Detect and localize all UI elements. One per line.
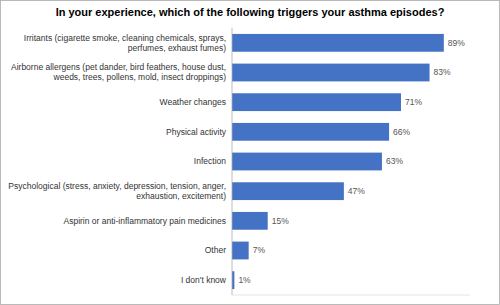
bar (232, 34, 444, 52)
y-tick-label: Other (205, 245, 226, 255)
figure-border (1, 1, 500, 305)
y-tick-label-line: weeds, trees, pollens, mold, insect drop… (53, 72, 227, 82)
data-label: 7% (253, 245, 266, 255)
data-labels: 1% 7% 15% 47% 63% 66% 71% 83% 89% (238, 38, 465, 285)
data-label: 83% (434, 67, 451, 77)
data-label: 89% (448, 38, 465, 48)
y-tick-label: Physical activity (166, 127, 227, 137)
bar (232, 123, 389, 141)
bar (232, 153, 382, 171)
data-label: 66% (393, 127, 410, 137)
background (0, 0, 500, 305)
y-tick-label-line: Psychological (stress, anxiety, depressi… (8, 181, 226, 191)
x-axis-line (232, 295, 470, 296)
y-tick-labels: I don't know Other Aspirin or anti-inflamm… (8, 33, 227, 285)
y-tick-label: Weather changes (160, 97, 226, 107)
y-tick-label-line: Irritants (cigarette smoke, cleaning che… (24, 33, 226, 43)
data-label: 63% (386, 156, 403, 166)
bar (232, 93, 401, 111)
y-tick-label: Psychological (stress, anxiety, depressi… (8, 181, 226, 201)
y-tick-label-line: I don't know (181, 275, 227, 285)
bar (232, 182, 344, 200)
y-tick-label-line: perfumes, exhaust fumes) (128, 43, 226, 53)
data-label: 71% (405, 97, 422, 107)
y-tick-label: I don't know (181, 275, 227, 285)
y-tick-label-line: Physical activity (166, 127, 227, 137)
chart: In your experience, which of the followi… (0, 0, 500, 305)
y-tick-label: Irritants (cigarette smoke, cleaning che… (24, 33, 226, 53)
bar (232, 212, 268, 230)
title: In your experience, which of the followi… (56, 6, 445, 18)
y-tick-label-line: Weather changes (160, 97, 226, 107)
bar (232, 64, 430, 82)
data-label: 47% (348, 186, 365, 196)
y-tick-label: Airborne allergens (pet dander, bird fea… (11, 62, 226, 82)
bar (232, 242, 249, 260)
y-tick-label-line: Other (205, 245, 226, 255)
data-label: 15% (272, 216, 289, 226)
y-tick-label-line: Infection (194, 156, 226, 166)
y-tick-label-line: Airborne allergens (pet dander, bird fea… (11, 62, 226, 72)
y-tick-label-line: exhaustion, excitement) (136, 191, 226, 201)
y-tick-label-line: Aspirin or anti-inflammatory pain medici… (63, 216, 226, 226)
y-tick-label: Infection (194, 156, 226, 166)
bars (232, 34, 444, 289)
data-label: 1% (238, 275, 251, 285)
y-tick-label: Aspirin or anti-inflammatory pain medici… (63, 216, 226, 226)
y-axis-line (232, 28, 233, 295)
